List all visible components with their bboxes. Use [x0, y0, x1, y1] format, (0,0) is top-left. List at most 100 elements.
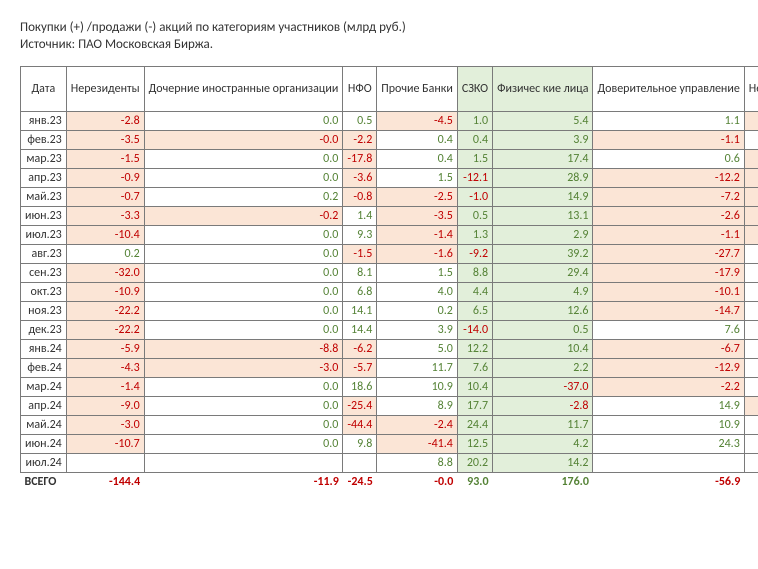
table-row: мар.23-1.50.0-17.80.41.517.40.6-0.7 — [21, 150, 758, 169]
cell-trust: -2.2 — [593, 378, 744, 397]
cell-date: апр.23 — [21, 169, 67, 188]
cell-foreign: 0.0 — [144, 435, 343, 454]
data-table: ДатаНерезидентыДочерние иностранные орга… — [20, 66, 758, 491]
cell-nonfin: -0.6 — [744, 226, 758, 245]
cell-date: фев.24 — [21, 359, 67, 378]
header-date: Дата — [21, 67, 67, 112]
table-row: дек.23-22.20.014.43.9-14.00.57.69.8 — [21, 321, 758, 340]
cell-date: ноя.23 — [21, 302, 67, 321]
total-date: ВСЕГО — [21, 473, 67, 492]
cell-szko: 1.5 — [457, 150, 492, 169]
cell-nonres: -4.3 — [66, 359, 144, 378]
cell-date: мар.24 — [21, 378, 67, 397]
cell-nonres: -1.5 — [66, 150, 144, 169]
table-row: июн.24-10.70.09.8-41.412.54.224.31.4 — [21, 435, 758, 454]
cell-nfo: -25.4 — [343, 397, 377, 416]
cell-nfo: -17.8 — [343, 150, 377, 169]
total-nonfin: 12.1 — [744, 473, 758, 492]
cell-trust: 0.6 — [593, 150, 744, 169]
cell-date: дек.23 — [21, 321, 67, 340]
table-row: апр.23-0.90.0-3.61.5-12.128.9-12.2-1.7 — [21, 169, 758, 188]
cell-other: 0.4 — [377, 150, 458, 169]
cell-nonres: -10.9 — [66, 283, 144, 302]
cell-nfo: -5.7 — [343, 359, 377, 378]
cell-foreign: 0.0 — [144, 264, 343, 283]
cell-trust: -10.1 — [593, 283, 744, 302]
cell-nonres: -32.0 — [66, 264, 144, 283]
cell-foreign: 0.0 — [144, 416, 343, 435]
cell-nonres — [66, 454, 144, 473]
cell-foreign: 0.0 — [144, 321, 343, 340]
cell-nfo: -44.4 — [343, 416, 377, 435]
cell-other: 11.7 — [377, 359, 458, 378]
cell-fiz: 3.9 — [493, 131, 593, 150]
cell-trust: 7.6 — [593, 321, 744, 340]
cell-nonfin: 2.7 — [744, 416, 758, 435]
cell-date: май.23 — [21, 188, 67, 207]
cell-nonfin: 9.8 — [744, 321, 758, 340]
cell-fiz: 5.4 — [493, 112, 593, 131]
cell-date: окт.23 — [21, 283, 67, 302]
cell-nonres: -10.7 — [66, 435, 144, 454]
cell-szko: 17.7 — [457, 397, 492, 416]
table-row: янв.23-2.80.00.5-4.51.05.41.1-0.8 — [21, 112, 758, 131]
cell-nonfin — [744, 454, 758, 473]
table-row: мар.24-1.40.018.610.910.4-37.0-2.20.6 — [21, 378, 758, 397]
cell-nonres: -3.5 — [66, 131, 144, 150]
cell-fiz: 11.7 — [493, 416, 593, 435]
cell-foreign: 0.0 — [144, 283, 343, 302]
cell-foreign: -0.2 — [144, 207, 343, 226]
header-szko: СЗКО — [457, 67, 492, 112]
cell-nonfin: 0.6 — [744, 378, 758, 397]
total-szko: 93.0 — [457, 473, 492, 492]
cell-nonfin: -4.2 — [744, 397, 758, 416]
cell-trust: -17.9 — [593, 264, 744, 283]
cell-nfo: 18.6 — [343, 378, 377, 397]
cell-nfo: -1.5 — [343, 245, 377, 264]
total-nfo: -24.5 — [343, 473, 377, 492]
table-row: янв.24-5.9-8.8-6.25.012.210.4-6.70.0 — [21, 340, 758, 359]
cell-nonres: -22.2 — [66, 302, 144, 321]
cell-date: янв.23 — [21, 112, 67, 131]
cell-date: июл.24 — [21, 454, 67, 473]
cell-szko: 0.5 — [457, 207, 492, 226]
header-fiz: Физичес кие лица — [493, 67, 593, 112]
cell-nfo: -3.6 — [343, 169, 377, 188]
cell-other: 8.8 — [377, 454, 458, 473]
cell-szko: 0.4 — [457, 131, 492, 150]
table-row: май.24-3.00.0-44.4-2.424.411.710.92.7 — [21, 416, 758, 435]
cell-nfo — [343, 454, 377, 473]
cell-trust: -2.6 — [593, 207, 744, 226]
cell-nfo: 14.1 — [343, 302, 377, 321]
header-other: Прочие Банки — [377, 67, 458, 112]
cell-nonfin: 1.4 — [744, 435, 758, 454]
cell-foreign: 0.0 — [144, 112, 343, 131]
cell-trust: -7.2 — [593, 188, 744, 207]
total-trust: -56.9 — [593, 473, 744, 492]
table-row: окт.23-10.90.06.84.04.44.9-10.10.8 — [21, 283, 758, 302]
cell-other: 0.4 — [377, 131, 458, 150]
title-line-1: Покупки (+) /продажи (-) акций по катего… — [20, 20, 738, 35]
cell-date: фев.23 — [21, 131, 67, 150]
cell-fiz: -37.0 — [493, 378, 593, 397]
cell-date: июн.24 — [21, 435, 67, 454]
total-fiz: 176.0 — [493, 473, 593, 492]
cell-nonres: -9.0 — [66, 397, 144, 416]
title-line-2: Источник: ПАО Московская Биржа. — [20, 37, 738, 52]
cell-szko: 1.0 — [457, 112, 492, 131]
cell-foreign: 0.0 — [144, 397, 343, 416]
cell-fiz: 4.2 — [493, 435, 593, 454]
cell-foreign: 0.0 — [144, 150, 343, 169]
cell-nfo: -2.2 — [343, 131, 377, 150]
cell-nonfin: 4.4 — [744, 359, 758, 378]
cell-foreign: 0.0 — [144, 226, 343, 245]
cell-nonres: -10.4 — [66, 226, 144, 245]
table-row: июн.23-3.3-0.21.4-3.50.513.1-2.6-5.3 — [21, 207, 758, 226]
cell-fiz: 10.4 — [493, 340, 593, 359]
cell-fiz: 14.9 — [493, 188, 593, 207]
cell-date: сен.23 — [21, 264, 67, 283]
cell-trust: 14.9 — [593, 397, 744, 416]
cell-other: 1.5 — [377, 264, 458, 283]
cell-nonfin: 2.1 — [744, 264, 758, 283]
header-trust: Доверительное управление — [593, 67, 744, 112]
